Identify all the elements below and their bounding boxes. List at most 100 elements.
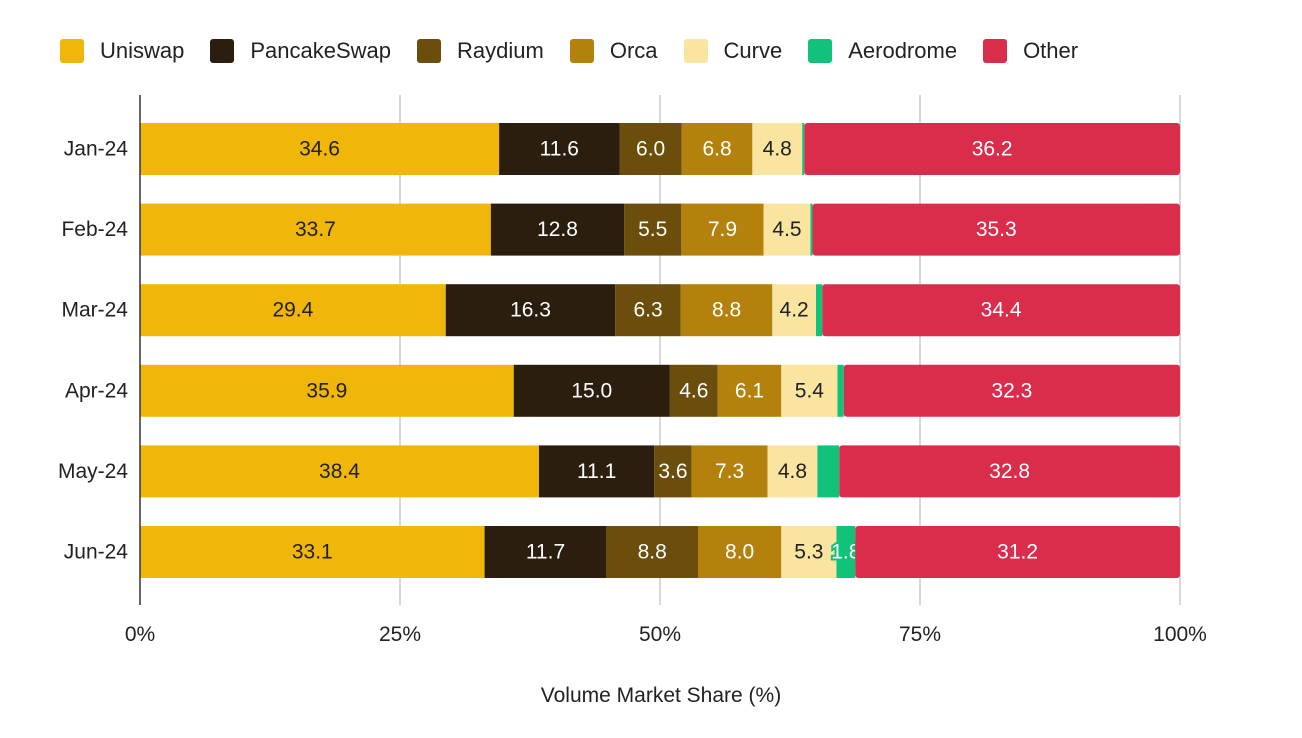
value-label-may-24-other: 32.8 <box>989 460 1030 483</box>
value-label-apr-24-orca: 6.1 <box>735 379 764 402</box>
x-axis-title: Volume Market Share (%) <box>540 684 782 707</box>
bar-may-24-pancakeswap <box>538 445 655 498</box>
bar-jan-24-curve <box>752 123 803 175</box>
bar-jan-24-raydium <box>619 123 682 175</box>
value-label-may-24-pancakeswap: 11.1 <box>577 460 616 483</box>
value-label-mar-24-pancakeswap: 16.3 <box>510 299 551 322</box>
bar-feb-24-curve <box>763 203 811 256</box>
bar-jun-24-uniswap <box>140 526 485 578</box>
x-tick-label-0: 0% <box>125 623 155 646</box>
value-label-apr-24-curve: 5.4 <box>795 379 825 402</box>
category-label-may-24: May-24 <box>58 460 128 483</box>
value-label-mar-24-raydium: 6.3 <box>633 299 662 322</box>
bar-feb-24-other <box>812 203 1180 256</box>
category-label-feb-24: Feb-24 <box>61 218 128 241</box>
bar-jan-24-pancakeswap <box>499 123 620 175</box>
bar-jun-24-other <box>855 526 1180 578</box>
bar-apr-24-other <box>843 364 1180 417</box>
bar-apr-24-aerodrome <box>837 364 844 417</box>
bar-jan-24-uniswap <box>140 123 500 175</box>
legend-item-curve: Curve <box>683 38 783 64</box>
bar-jun-24-raydium <box>606 526 698 578</box>
value-label-jun-24-pancakeswap: 11.7 <box>526 541 565 564</box>
value-label-feb-24-pancakeswap: 12.8 <box>537 218 578 241</box>
value-label-jan-24-pancakeswap: 11.6 <box>540 138 579 161</box>
value-label-may-24-orca: 7.3 <box>715 460 744 483</box>
legend-item-aerodrome: Aerodrome <box>808 38 957 64</box>
value-label-apr-24-pancakeswap: 15.0 <box>571 379 612 402</box>
bar-jan-24-orca <box>681 123 753 175</box>
value-label-mar-24-uniswap: 29.4 <box>272 299 313 322</box>
value-label-jan-24-uniswap: 34.6 <box>299 138 340 161</box>
category-label-jun-24: Jun-24 <box>64 541 129 564</box>
value-label-may-24-uniswap: 38.4 <box>319 460 360 483</box>
legend-item-orca: Orca <box>569 38 658 64</box>
bar-mar-24-raydium <box>615 284 681 337</box>
bar-mar-24-aerodrome <box>816 284 823 337</box>
legend-label-uniswap: Uniswap <box>100 38 185 63</box>
bar-mar-24-uniswap <box>140 284 446 337</box>
category-label-jan-24: Jan-24 <box>64 138 129 161</box>
bar-feb-24-orca <box>681 203 764 256</box>
value-label-jun-24-curve: 5.3 <box>794 541 823 564</box>
value-label-jun-24-orca: 8.0 <box>725 541 754 564</box>
value-label-apr-24-other: 32.3 <box>991 379 1032 402</box>
value-label-jun-24-uniswap: 33.1 <box>292 541 333 564</box>
legend-swatch-other <box>983 39 1008 63</box>
legend-swatch-orca <box>569 39 594 63</box>
value-label-mar-24-other: 34.4 <box>981 299 1022 322</box>
bar-mar-24-other <box>822 284 1180 337</box>
bar-feb-24-raydium <box>624 203 682 256</box>
bar-jan-24-aerodrome <box>802 123 805 175</box>
bar-jun-24-aerodrome <box>836 526 856 578</box>
legend-swatch-raydium <box>417 39 442 63</box>
legend: Uniswap PancakeSwap Raydium Orca Curve Aerodr… <box>60 38 1104 64</box>
x-tick-label-100: 100% <box>1153 623 1207 646</box>
bar-feb-24-uniswap <box>140 203 491 256</box>
bar-feb-24-aerodrome <box>810 203 813 256</box>
bar-apr-24-orca <box>717 364 782 417</box>
bar-may-24-raydium <box>654 445 692 498</box>
value-label-mar-24-curve: 4.2 <box>780 299 809 322</box>
bar-mar-24-orca <box>680 284 773 337</box>
value-label-jan-24-orca: 6.8 <box>702 138 731 161</box>
value-label-jun-24-other: 31.2 <box>997 541 1038 564</box>
value-label-feb-24-uniswap: 33.7 <box>295 218 336 241</box>
legend-item-pancakeswap: PancakeSwap <box>210 38 391 64</box>
bar-feb-24-pancakeswap <box>490 203 625 256</box>
bar-mar-24-pancakeswap <box>445 284 616 337</box>
legend-label-curve: Curve <box>723 38 783 63</box>
category-label-apr-24: Apr-24 <box>65 379 128 402</box>
bar-apr-24-raydium <box>669 364 718 417</box>
legend-swatch-curve <box>683 39 708 63</box>
bar-apr-24-pancakeswap <box>513 364 670 417</box>
legend-swatch-uniswap <box>60 39 84 63</box>
bar-may-24-other <box>839 445 1180 498</box>
legend-label-aerodrome: Aerodrome <box>848 38 958 63</box>
x-tick-label-25: 25% <box>379 623 421 646</box>
bar-jan-24-other <box>804 123 1180 175</box>
value-label-feb-24-other: 35.3 <box>976 218 1017 241</box>
value-label-apr-24-uniswap: 35.9 <box>306 379 347 402</box>
category-label-mar-24: Mar-24 <box>61 299 128 322</box>
value-label-may-24-curve: 4.8 <box>778 460 807 483</box>
value-label-feb-24-orca: 7.9 <box>708 218 737 241</box>
value-label-apr-24-raydium: 4.6 <box>679 379 708 402</box>
x-tick-label-75: 75% <box>899 623 941 646</box>
bar-apr-24-curve <box>781 364 838 417</box>
bar-may-24-uniswap <box>140 445 539 498</box>
bar-jun-24-pancakeswap <box>484 526 607 578</box>
legend-item-uniswap: Uniswap <box>60 38 184 64</box>
legend-label-orca: Orca <box>609 38 658 63</box>
value-label-feb-24-raydium: 5.5 <box>638 218 667 241</box>
value-label-feb-24-curve: 4.5 <box>772 218 801 241</box>
legend-label-raydium: Raydium <box>457 38 544 63</box>
value-label-jan-24-raydium: 6.0 <box>636 138 665 161</box>
bar-may-24-curve <box>767 445 818 498</box>
legend-item-raydium: Raydium <box>417 38 544 64</box>
value-label-may-24-raydium: 3.6 <box>658 460 687 483</box>
legend-swatch-pancakeswap <box>210 39 235 63</box>
value-label-mar-24-orca: 8.8 <box>712 299 741 322</box>
legend-label-other: Other <box>1023 38 1079 63</box>
